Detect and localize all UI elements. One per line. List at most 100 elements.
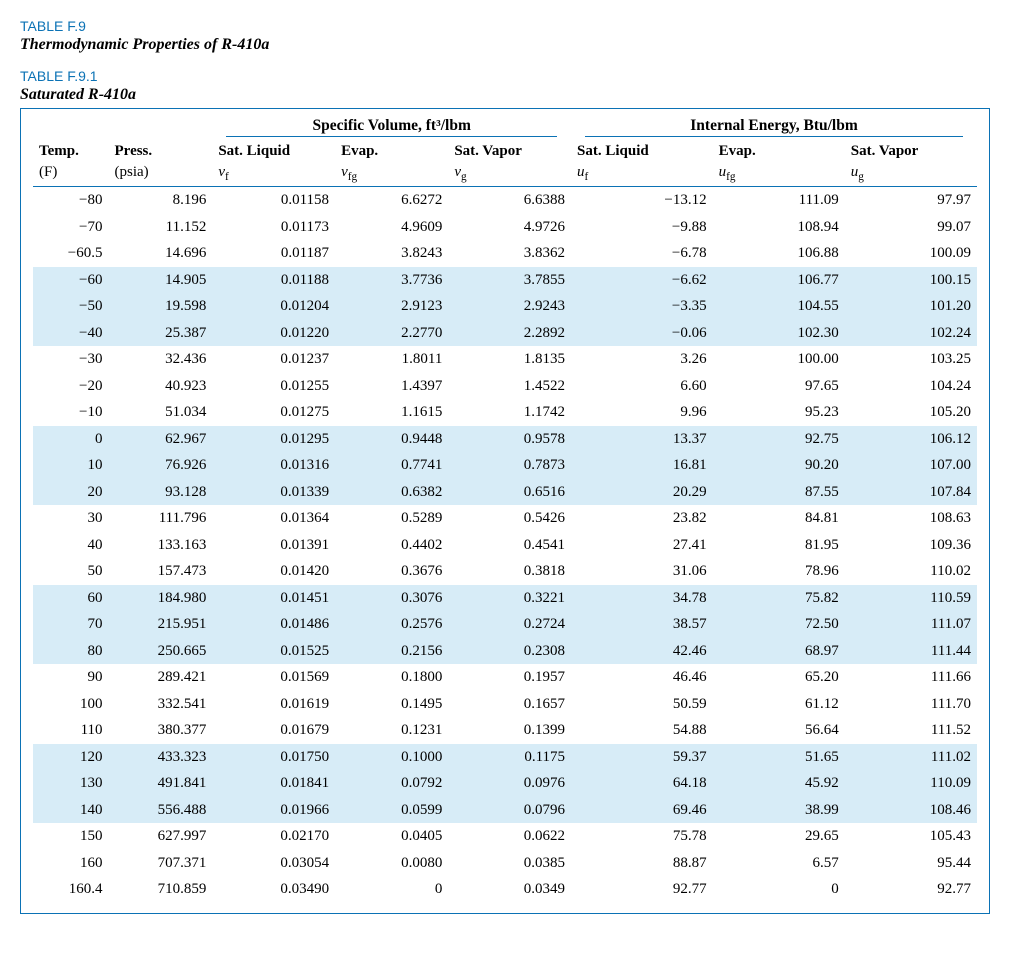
cell-press: 556.488 <box>109 797 213 824</box>
cell-ufg: 0 <box>713 876 845 903</box>
cell-press: 25.387 <box>109 320 213 347</box>
cell-temp: 120 <box>33 744 109 771</box>
cell-ug: 103.25 <box>845 346 977 373</box>
cell-uf: 16.81 <box>571 452 713 479</box>
cell-vg: 2.9243 <box>448 293 571 320</box>
cell-press: 627.997 <box>109 823 213 850</box>
cell-vg: 0.1657 <box>448 691 571 718</box>
table-row: 062.9670.012950.94480.957813.3792.75106.… <box>33 426 977 453</box>
cell-press: 111.796 <box>109 505 213 532</box>
cell-vfg: 0.2576 <box>335 611 448 638</box>
table-header: Specific Volume, ft³/lbm Internal Energy… <box>33 115 977 187</box>
table-row: −2040.9230.012551.43971.45226.6097.65104… <box>33 373 977 400</box>
cell-press: 289.421 <box>109 664 213 691</box>
cell-press: 14.696 <box>109 240 213 267</box>
cell-press: 184.980 <box>109 585 213 612</box>
cell-vf: 0.01391 <box>212 532 335 559</box>
cell-vf: 0.02170 <box>212 823 335 850</box>
cell-uf: 64.18 <box>571 770 713 797</box>
cell-vf: 0.01525 <box>212 638 335 665</box>
cell-ufg: 87.55 <box>713 479 845 506</box>
cell-uf: 27.41 <box>571 532 713 559</box>
cell-ug: 111.44 <box>845 638 977 665</box>
cell-temp: −80 <box>33 187 109 214</box>
cell-ug: 106.12 <box>845 426 977 453</box>
cell-ufg: 75.82 <box>713 585 845 612</box>
table-row: 2093.1280.013390.63820.651620.2987.55107… <box>33 479 977 506</box>
cell-press: 51.034 <box>109 399 213 426</box>
group-header-specific-volume: Specific Volume, ft³/lbm <box>313 117 471 134</box>
cell-vg: 4.9726 <box>448 214 571 241</box>
cell-press: 40.923 <box>109 373 213 400</box>
cell-vg: 0.6516 <box>448 479 571 506</box>
cell-uf: 23.82 <box>571 505 713 532</box>
cell-temp: −70 <box>33 214 109 241</box>
cell-ufg: 81.95 <box>713 532 845 559</box>
cell-vfg: 2.9123 <box>335 293 448 320</box>
cell-ufg: 106.88 <box>713 240 845 267</box>
cell-press: 76.926 <box>109 452 213 479</box>
cell-ufg: 108.94 <box>713 214 845 241</box>
cell-vg: 0.0976 <box>448 770 571 797</box>
cell-press: 380.377 <box>109 717 213 744</box>
cell-ug: 108.46 <box>845 797 977 824</box>
cell-ufg: 92.75 <box>713 426 845 453</box>
col-temp-top: Temp. <box>33 141 109 162</box>
cell-press: 157.473 <box>109 558 213 585</box>
cell-vg: 6.6388 <box>448 187 571 214</box>
cell-ug: 107.84 <box>845 479 977 506</box>
cell-ug: 102.24 <box>845 320 977 347</box>
cell-vf: 0.01204 <box>212 293 335 320</box>
cell-ug: 105.43 <box>845 823 977 850</box>
cell-uf: −13.12 <box>571 187 713 214</box>
cell-ufg: 100.00 <box>713 346 845 373</box>
subtable-label: TABLE F.9.1 <box>20 68 990 84</box>
col-uf-top: Sat. Liquid <box>571 141 713 162</box>
cell-vg: 0.2724 <box>448 611 571 638</box>
cell-uf: 9.96 <box>571 399 713 426</box>
cell-vf: 0.01173 <box>212 214 335 241</box>
cell-ufg: 78.96 <box>713 558 845 585</box>
cell-temp: 30 <box>33 505 109 532</box>
cell-vfg: 0.7741 <box>335 452 448 479</box>
col-vfg-top: Evap. <box>335 141 448 162</box>
cell-uf: 34.78 <box>571 585 713 612</box>
cell-ufg: 65.20 <box>713 664 845 691</box>
cell-ufg: 84.81 <box>713 505 845 532</box>
table-row: −1051.0340.012751.16151.17429.9695.23105… <box>33 399 977 426</box>
cell-ufg: 111.09 <box>713 187 845 214</box>
col-ufg-top: Evap. <box>713 141 845 162</box>
cell-ufg: 68.97 <box>713 638 845 665</box>
cell-press: 32.436 <box>109 346 213 373</box>
cell-vf: 0.01339 <box>212 479 335 506</box>
cell-ug: 100.09 <box>845 240 977 267</box>
cell-vf: 0.01750 <box>212 744 335 771</box>
cell-vg: 0.0349 <box>448 876 571 903</box>
cell-press: 250.665 <box>109 638 213 665</box>
cell-vf: 0.01188 <box>212 267 335 294</box>
cell-vfg: 6.6272 <box>335 187 448 214</box>
cell-vg: 1.1742 <box>448 399 571 426</box>
cell-temp: −60.5 <box>33 240 109 267</box>
cell-ufg: 6.57 <box>713 850 845 877</box>
cell-ug: 107.00 <box>845 452 977 479</box>
cell-vfg: 0.0599 <box>335 797 448 824</box>
cell-vg: 0.0796 <box>448 797 571 824</box>
cell-vg: 0.1957 <box>448 664 571 691</box>
cell-vfg: 1.8011 <box>335 346 448 373</box>
cell-vg: 0.9578 <box>448 426 571 453</box>
table-row: 90289.4210.015690.18000.195746.4665.2011… <box>33 664 977 691</box>
cell-vf: 0.01451 <box>212 585 335 612</box>
table-row: 60184.9800.014510.30760.322134.7875.8211… <box>33 585 977 612</box>
cell-vg: 0.5426 <box>448 505 571 532</box>
cell-uf: 75.78 <box>571 823 713 850</box>
cell-vfg: 1.1615 <box>335 399 448 426</box>
table-label: TABLE F.9 <box>20 18 990 34</box>
table-frame: Specific Volume, ft³/lbm Internal Energy… <box>20 108 990 914</box>
table-row: 140556.4880.019660.05990.079669.4638.991… <box>33 797 977 824</box>
cell-vg: 0.3818 <box>448 558 571 585</box>
cell-press: 710.859 <box>109 876 213 903</box>
col-vfg-sym: vfg <box>335 162 448 185</box>
cell-press: 62.967 <box>109 426 213 453</box>
cell-vf: 0.01275 <box>212 399 335 426</box>
